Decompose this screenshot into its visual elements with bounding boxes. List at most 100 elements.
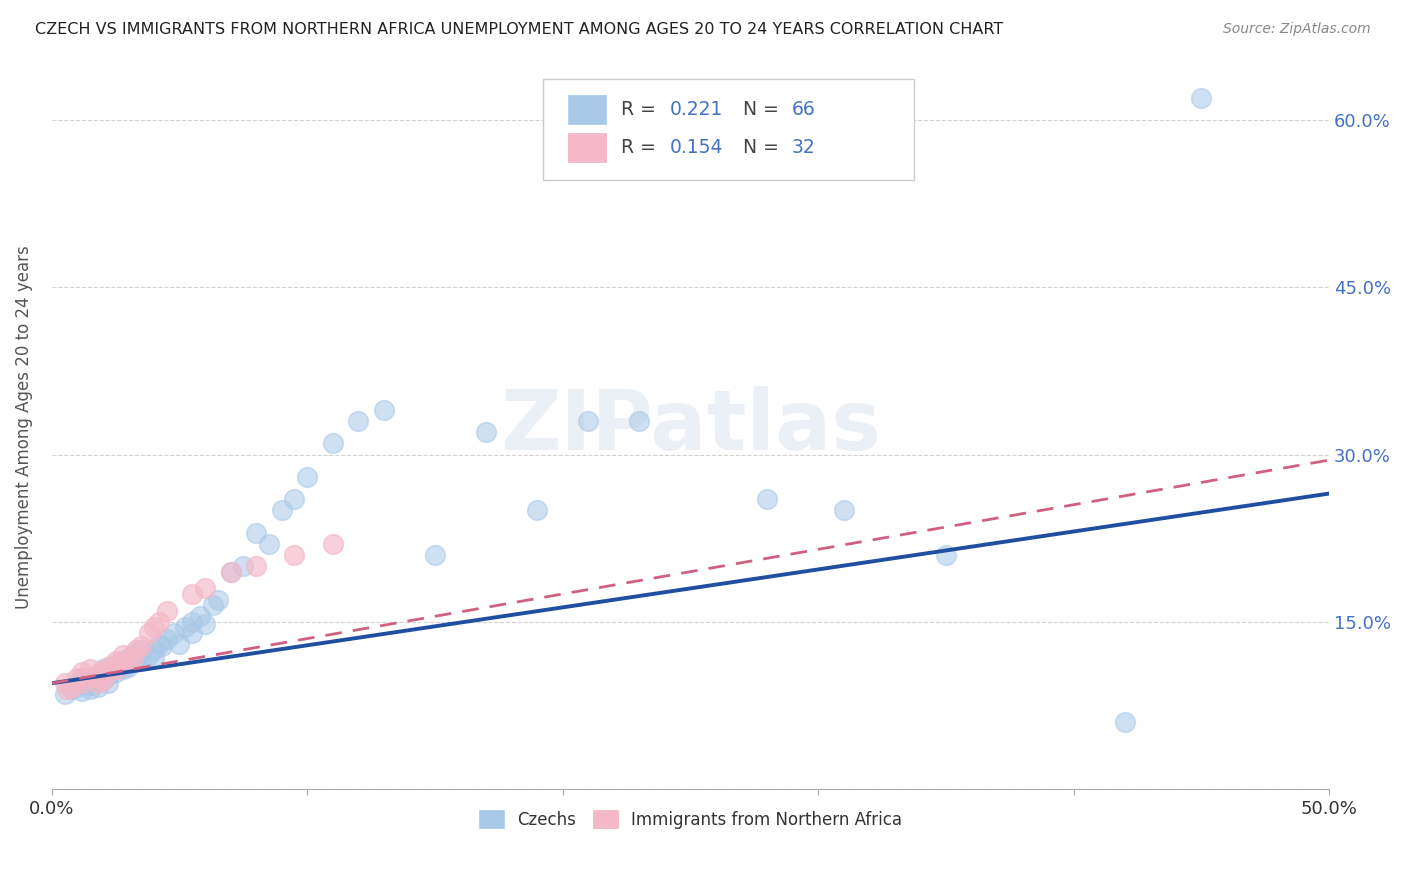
Point	[79, 678, 101, 692]
Text: 0.154: 0.154	[669, 138, 724, 157]
Text: ZIPatlas: ZIPatlas	[501, 386, 882, 467]
Text: R =: R =	[621, 100, 662, 120]
Point	[129, 654, 152, 668]
Point	[79, 662, 101, 676]
Point	[66, 676, 89, 690]
Point	[935, 548, 957, 562]
Point	[53, 676, 76, 690]
Point	[117, 650, 139, 665]
Point	[129, 642, 152, 657]
Point	[173, 620, 195, 634]
Point	[142, 642, 165, 657]
Point	[526, 503, 548, 517]
Text: 0.221: 0.221	[669, 100, 723, 120]
Point	[89, 665, 111, 679]
Point	[91, 673, 114, 687]
Point	[112, 648, 135, 663]
Point	[194, 617, 217, 632]
Text: 32: 32	[792, 138, 815, 157]
Point	[181, 615, 204, 629]
Point	[347, 414, 370, 428]
FancyBboxPatch shape	[568, 133, 606, 162]
Legend: Czechs, Immigrants from Northern Africa: Czechs, Immigrants from Northern Africa	[472, 804, 908, 835]
Point	[257, 537, 280, 551]
Point	[194, 582, 217, 596]
Point	[475, 425, 498, 440]
Point	[125, 642, 148, 657]
Point	[219, 565, 242, 579]
Point	[87, 671, 110, 685]
Point	[628, 414, 651, 428]
Point	[66, 680, 89, 694]
Text: N =: N =	[742, 138, 785, 157]
Point	[219, 565, 242, 579]
Point	[97, 665, 120, 679]
Point	[66, 671, 89, 685]
Text: 66: 66	[792, 100, 815, 120]
Point	[97, 668, 120, 682]
Point	[181, 587, 204, 601]
Point	[150, 640, 173, 654]
Point	[322, 436, 344, 450]
Point	[72, 665, 94, 679]
Point	[87, 680, 110, 694]
Point	[56, 681, 79, 696]
Point	[142, 650, 165, 665]
Point	[60, 680, 83, 694]
Point	[148, 637, 170, 651]
Point	[576, 414, 599, 428]
Point	[232, 559, 254, 574]
Point	[112, 662, 135, 676]
Point	[201, 598, 224, 612]
Point	[73, 671, 96, 685]
Point	[207, 592, 229, 607]
Point	[100, 659, 122, 673]
Point	[188, 609, 211, 624]
Point	[423, 548, 446, 562]
Point	[283, 492, 305, 507]
Point	[270, 503, 292, 517]
Point	[79, 681, 101, 696]
FancyBboxPatch shape	[544, 78, 914, 180]
Point	[756, 492, 779, 507]
Y-axis label: Unemployment Among Ages 20 to 24 years: Unemployment Among Ages 20 to 24 years	[15, 244, 32, 608]
Point	[97, 659, 120, 673]
Point	[91, 662, 114, 676]
Point	[89, 671, 111, 685]
Point	[97, 676, 120, 690]
Point	[73, 676, 96, 690]
Point	[104, 654, 127, 668]
Point	[91, 673, 114, 687]
Point	[373, 403, 395, 417]
Point	[1189, 90, 1212, 104]
Point	[1114, 715, 1136, 730]
Point	[112, 657, 135, 672]
Point	[117, 659, 139, 673]
Point	[245, 525, 267, 540]
Point	[832, 503, 855, 517]
Point	[104, 665, 127, 679]
Point	[87, 673, 110, 688]
Point	[125, 650, 148, 665]
Point	[138, 626, 160, 640]
Point	[122, 648, 145, 663]
Point	[148, 615, 170, 629]
Point	[104, 657, 127, 672]
Point	[245, 559, 267, 574]
Point	[156, 604, 179, 618]
Point	[72, 676, 94, 690]
Point	[53, 687, 76, 701]
Point	[283, 548, 305, 562]
FancyBboxPatch shape	[568, 95, 606, 124]
Point	[112, 654, 135, 668]
Point	[122, 650, 145, 665]
Point	[79, 673, 101, 687]
Point	[295, 470, 318, 484]
Point	[87, 676, 110, 690]
Point	[138, 648, 160, 663]
Point	[181, 626, 204, 640]
Text: R =: R =	[621, 138, 662, 157]
Point	[122, 654, 145, 668]
Point	[73, 673, 96, 687]
Point	[104, 662, 127, 676]
